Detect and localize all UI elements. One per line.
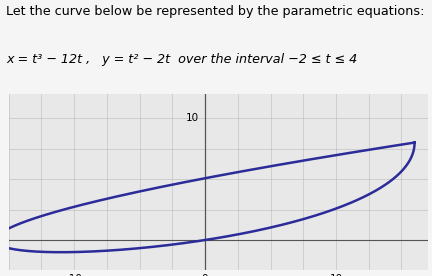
Text: x = t³ − 12t ,   y = t² − 2t  over the interval −2 ≤ t ≤ 4: x = t³ − 12t , y = t² − 2t over the inte… — [6, 53, 358, 66]
Text: Let the curve below be represented by the parametric equations:: Let the curve below be represented by th… — [6, 4, 425, 18]
Text: 10: 10 — [330, 274, 343, 276]
Text: 10: 10 — [185, 113, 199, 123]
Text: -10: -10 — [66, 274, 83, 276]
Text: 0: 0 — [202, 274, 208, 276]
